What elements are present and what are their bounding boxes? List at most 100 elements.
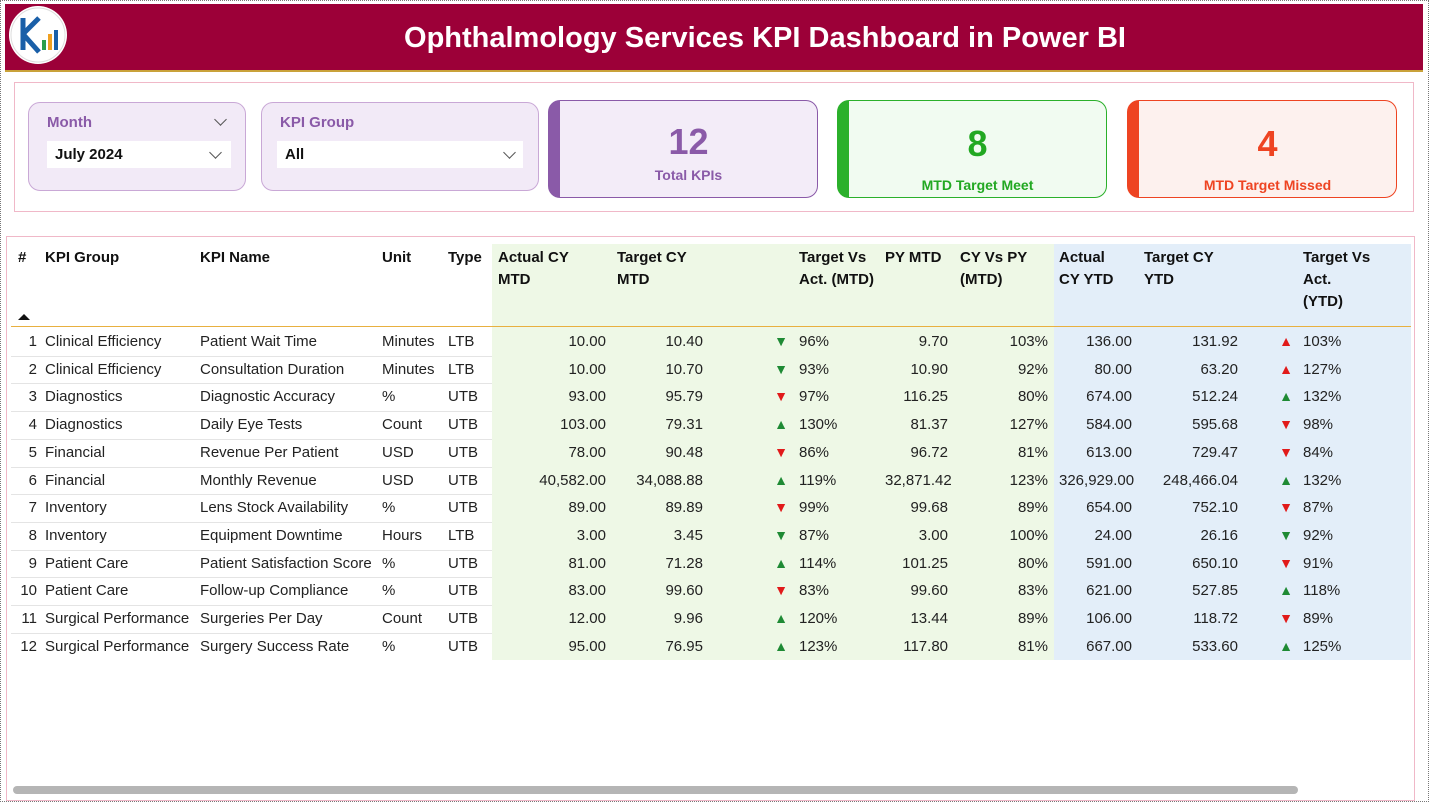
table-cell: 654.00	[1086, 499, 1132, 517]
logo	[9, 6, 67, 64]
slicer-value[interactable]: All	[277, 141, 523, 168]
table-cell: UTB	[448, 443, 478, 461]
row-divider	[11, 355, 492, 357]
table-cell: 9.96	[673, 610, 703, 627]
table-cell: 11	[21, 610, 37, 627]
table-cell: Diagnostics	[45, 388, 123, 406]
table-cell: 527.85	[1192, 582, 1238, 600]
table-cell: 83.00	[568, 582, 606, 600]
scrollbar[interactable]	[13, 786, 1298, 794]
column-header: Actual CY YTD	[1059, 249, 1114, 288]
table-cell: UTB	[448, 499, 478, 517]
column-header: CY Vs PY (MTD)	[960, 249, 1027, 288]
table-cell: 123%	[1009, 471, 1048, 489]
table-cell: UTB	[448, 471, 478, 489]
table-cell: 4	[28, 416, 37, 434]
slicer-value[interactable]: July 2024	[47, 141, 231, 168]
table-cell: 32,871.42	[885, 471, 952, 489]
table-cell: %	[382, 637, 396, 655]
table-cell: 10.00	[568, 360, 606, 378]
table-cell: 119%	[799, 471, 837, 489]
table-cell: 80%	[1017, 388, 1048, 406]
status-arrow: ▲	[1279, 360, 1293, 377]
status-arrow: ▼	[1279, 554, 1293, 571]
table-cell: 101.25	[902, 554, 948, 572]
table-cell: Financial	[45, 471, 106, 489]
table-cell: 3.45	[673, 526, 703, 544]
status-arrow: ▲	[1279, 388, 1293, 405]
table-cell: 80%	[1017, 554, 1048, 572]
column-header: KPI Name	[200, 249, 271, 266]
table-cell: 96.72	[910, 443, 948, 461]
table-cell: 91%	[1303, 554, 1334, 572]
status-arrow: ▲	[1279, 582, 1293, 599]
card-value: 8	[967, 123, 988, 164]
table-cell: 12	[20, 637, 37, 655]
row-divider	[11, 438, 492, 440]
target-missed-card: 4 MTD Target Missed	[1127, 100, 1397, 198]
row-divider	[11, 521, 492, 523]
header-rule	[11, 326, 1411, 327]
table-cell: 130%	[799, 416, 838, 434]
table-cell: 40,582.00	[539, 471, 606, 489]
table-cell: Surgery Success Rate	[200, 637, 350, 655]
table-cell: 92%	[1303, 526, 1334, 544]
table-cell: 132%	[1303, 471, 1342, 489]
table-cell: Diagnostic Accuracy	[200, 388, 336, 406]
status-arrow: ▲	[1279, 471, 1293, 488]
status-arrow: ▲	[774, 610, 788, 626]
table-cell: 97%	[799, 388, 830, 406]
table-cell: 10.00	[568, 333, 606, 350]
table-cell: Follow-up Compliance	[200, 582, 349, 600]
status-arrow: ▼	[774, 443, 788, 460]
kpi-group-slicer[interactable]: KPI Group All	[261, 102, 539, 191]
table-cell: Equipment Downtime	[200, 526, 343, 544]
status-arrow: ▼	[774, 582, 788, 599]
table-cell: %	[382, 388, 396, 406]
column-header: Target Vs Act. (MTD)	[799, 249, 874, 288]
table-cell: 595.68	[1192, 416, 1238, 434]
table-cell: Count	[382, 610, 423, 627]
table-cell: 5	[28, 443, 37, 461]
table-cell: 78.00	[568, 443, 606, 461]
header-bar: Ophthalmology Services KPI Dashboard in …	[5, 4, 1423, 72]
row-divider	[11, 632, 492, 634]
mtd-band	[492, 244, 1054, 660]
table-cell: 103.00	[560, 416, 606, 434]
table-cell: 106.00	[1086, 610, 1132, 627]
table-cell: Patient Satisfaction Score	[200, 554, 372, 572]
table-cell: LTB	[448, 333, 475, 350]
status-arrow: ▲	[774, 471, 788, 488]
table-cell: Inventory	[45, 526, 107, 544]
table-panel	[6, 236, 1415, 801]
ytd-band	[1054, 244, 1411, 660]
table-cell: 127%	[1303, 360, 1342, 378]
table-cell: Lens Stock Availability	[200, 499, 349, 517]
table-cell: %	[382, 582, 396, 600]
month-slicer[interactable]: Month July 2024	[28, 102, 246, 191]
table-cell: UTB	[448, 610, 478, 627]
slicer-label: Month	[47, 114, 92, 131]
table-cell: 116.25	[903, 388, 948, 406]
table-cell: USD	[382, 443, 414, 461]
sort-indicator[interactable]	[18, 314, 30, 320]
card-value: 12	[668, 121, 709, 162]
table-cell: 89.89	[665, 499, 703, 517]
table-cell: Minutes	[382, 360, 435, 378]
table-cell: 87%	[799, 526, 830, 544]
table-cell: Diagnostics	[45, 416, 123, 434]
table-cell: 81.00	[568, 554, 606, 572]
table-cell: 326,929.00	[1059, 471, 1135, 489]
table-cell: 10	[20, 582, 37, 600]
table-cell: Surgical Performance	[45, 610, 190, 627]
status-arrow: ▼	[774, 499, 788, 516]
table-cell: 533.60	[1192, 637, 1238, 655]
table-cell: UTB	[448, 582, 478, 600]
table-cell: 131.92	[1192, 333, 1238, 350]
table-cell: 103%	[1009, 333, 1048, 350]
row-divider	[11, 383, 492, 385]
target-meet-card: 8 MTD Target Meet	[837, 100, 1107, 198]
table-cell: 13.44	[910, 610, 948, 627]
table-cell: 132%	[1303, 388, 1342, 406]
